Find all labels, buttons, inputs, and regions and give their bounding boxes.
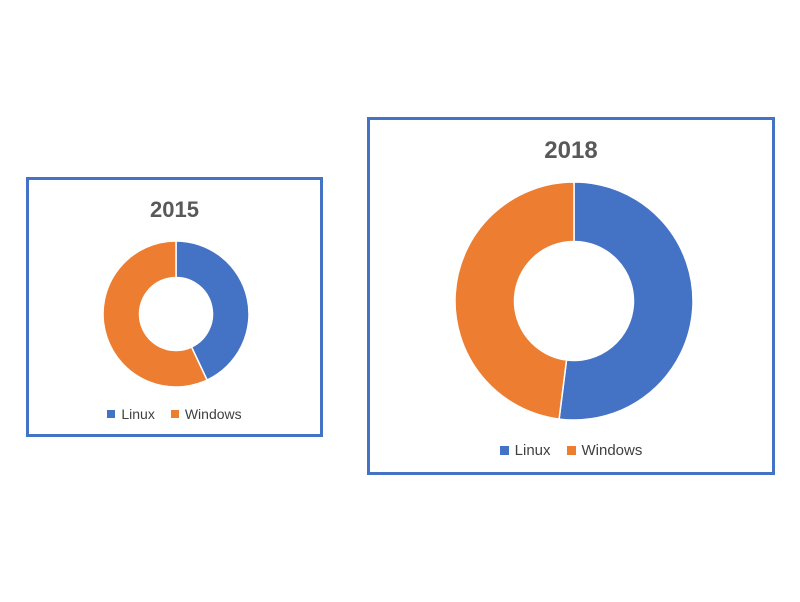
- legend-swatch-windows: [566, 446, 576, 455]
- legend-item-linux: Linux: [499, 442, 551, 459]
- donut-slice-linux: [558, 181, 694, 421]
- legend-label-windows: Windows: [184, 406, 242, 422]
- chart-title: 2015: [150, 197, 199, 222]
- donut-slice-linux: [175, 240, 250, 382]
- donut-chart-2018: [454, 181, 694, 421]
- legend-label-windows: Windows: [581, 442, 643, 459]
- legend-item-linux: Linux: [107, 406, 155, 422]
- legend-swatch-linux: [499, 446, 509, 455]
- legend-swatch-windows: [170, 410, 179, 418]
- donut-chart-2015: [102, 240, 250, 388]
- legend-label-linux: Linux: [121, 406, 155, 422]
- chart-title: 2018: [544, 137, 598, 164]
- chart-panel-2015: 2015 Linux Windows: [26, 177, 323, 437]
- legend-item-windows: Windows: [566, 442, 643, 459]
- donut-slice-windows: [102, 240, 209, 388]
- legend-swatch-linux: [107, 410, 116, 418]
- chart-panel-2018: 2018 Linux Windows: [367, 117, 775, 475]
- donut-slice-windows: [454, 181, 575, 420]
- chart-legend: Linux Windows: [370, 442, 772, 459]
- legend-label-linux: Linux: [514, 442, 551, 459]
- legend-item-windows: Windows: [170, 406, 242, 422]
- chart-legend: Linux Windows: [29, 406, 320, 422]
